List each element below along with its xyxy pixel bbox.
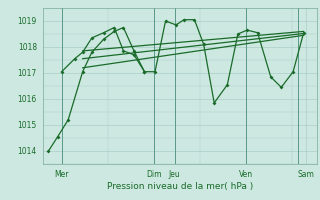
X-axis label: Pression niveau de la mer( hPa ): Pression niveau de la mer( hPa ) <box>107 182 253 191</box>
